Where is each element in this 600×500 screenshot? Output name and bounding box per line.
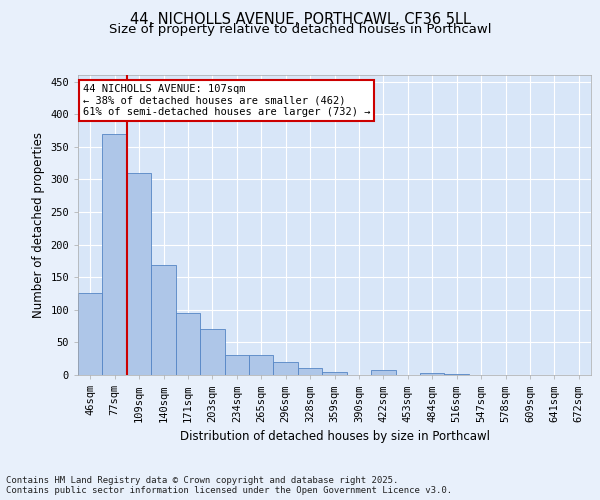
Bar (445, 374, 469, 375)
Bar (127, 173, 151, 375)
X-axis label: Distribution of detached houses by size in Porthcawl: Distribution of detached houses by size … (179, 430, 490, 443)
Bar (103, 134, 127, 375)
Bar (249, 356, 274, 375)
Text: Contains HM Land Registry data © Crown copyright and database right 2025.
Contai: Contains HM Land Registry data © Crown c… (6, 476, 452, 495)
Bar (224, 356, 249, 375)
Bar (371, 370, 395, 375)
Text: Size of property relative to detached houses in Porthcawl: Size of property relative to detached ho… (109, 22, 491, 36)
Bar (274, 362, 298, 375)
Bar (78, 294, 103, 375)
Text: 44 NICHOLLS AVENUE: 107sqm
← 38% of detached houses are smaller (462)
61% of sem: 44 NICHOLLS AVENUE: 107sqm ← 38% of deta… (83, 84, 371, 117)
Bar (322, 372, 347, 375)
Bar (420, 373, 445, 375)
Text: 44, NICHOLLS AVENUE, PORTHCAWL, CF36 5LL: 44, NICHOLLS AVENUE, PORTHCAWL, CF36 5LL (130, 12, 470, 28)
Bar (298, 368, 322, 375)
Bar (200, 330, 224, 375)
Y-axis label: Number of detached properties: Number of detached properties (32, 132, 44, 318)
Bar (151, 266, 176, 375)
Bar (176, 313, 200, 375)
